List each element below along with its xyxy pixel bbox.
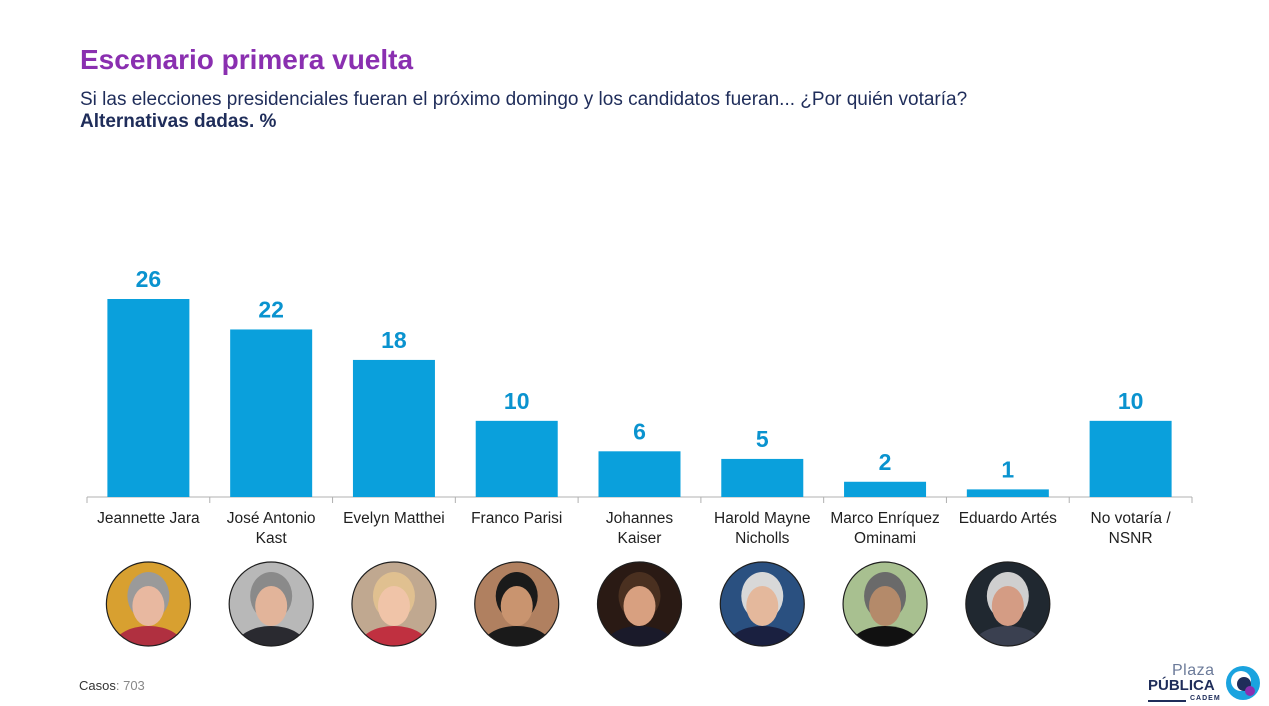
candidate-photo [351,561,437,647]
logo-cadem-text: CADEM [1190,695,1221,702]
bar [475,420,558,497]
logo-underline [1148,700,1186,702]
category-label: NSNR [1109,530,1153,547]
category-label: Jeannette Jara [97,510,200,527]
category-label: Johannes [606,510,673,527]
cases-note: Casos: 703 [79,678,145,693]
category-label: Nicholls [735,530,790,547]
candidate-photo [228,561,314,647]
bar [107,299,190,497]
candidate-photo [596,561,683,647]
category-label: No votaría / [1091,510,1172,527]
bar [1089,420,1172,497]
data-label: 5 [756,426,769,452]
category-label: Franco Parisi [471,510,562,527]
category-label: Eduardo Artés [959,510,1057,527]
candidate-photo [105,561,191,647]
bar [230,329,313,497]
bar [352,359,435,497]
plaza-publica-logo: Plaza PÚBLICA CADEM [1146,662,1266,704]
bar [721,458,804,497]
bar [844,481,927,497]
data-label: 22 [258,296,284,322]
bar [598,451,681,497]
data-label: 10 [1118,388,1144,414]
data-label: 1 [1001,456,1014,482]
data-label: 6 [633,418,646,444]
logo-plaza-text: Plaza [1172,662,1215,679]
data-label: 18 [381,327,407,353]
logo-mark-icon [1226,666,1260,700]
category-label: José Antonio [227,510,316,527]
chart-subtitle: Alternativas dadas. % [80,111,277,132]
chart-question: Si las elecciones presidenciales fueran … [80,89,968,110]
category-label: Kast [256,530,288,547]
category-label: Marco Enríquez [830,510,939,527]
category-label: Ominami [854,530,916,547]
candidate-photo [474,561,560,647]
category-label: Harold Mayne [714,510,811,527]
candidate-photo [965,561,1051,647]
logo-publica-text: PÚBLICA [1148,677,1215,694]
data-label: 26 [136,266,162,292]
bar [966,489,1049,497]
category-label: Kaiser [618,530,662,547]
page-title: Escenario primera vuelta [80,44,414,75]
data-label: 2 [879,449,892,475]
data-label: 10 [504,388,530,414]
candidate-photo [842,561,928,647]
candidate-photo [719,561,805,647]
category-label: Evelyn Matthei [343,510,445,527]
cases-value: : 703 [115,678,145,693]
cases-label: Casos [79,678,116,693]
